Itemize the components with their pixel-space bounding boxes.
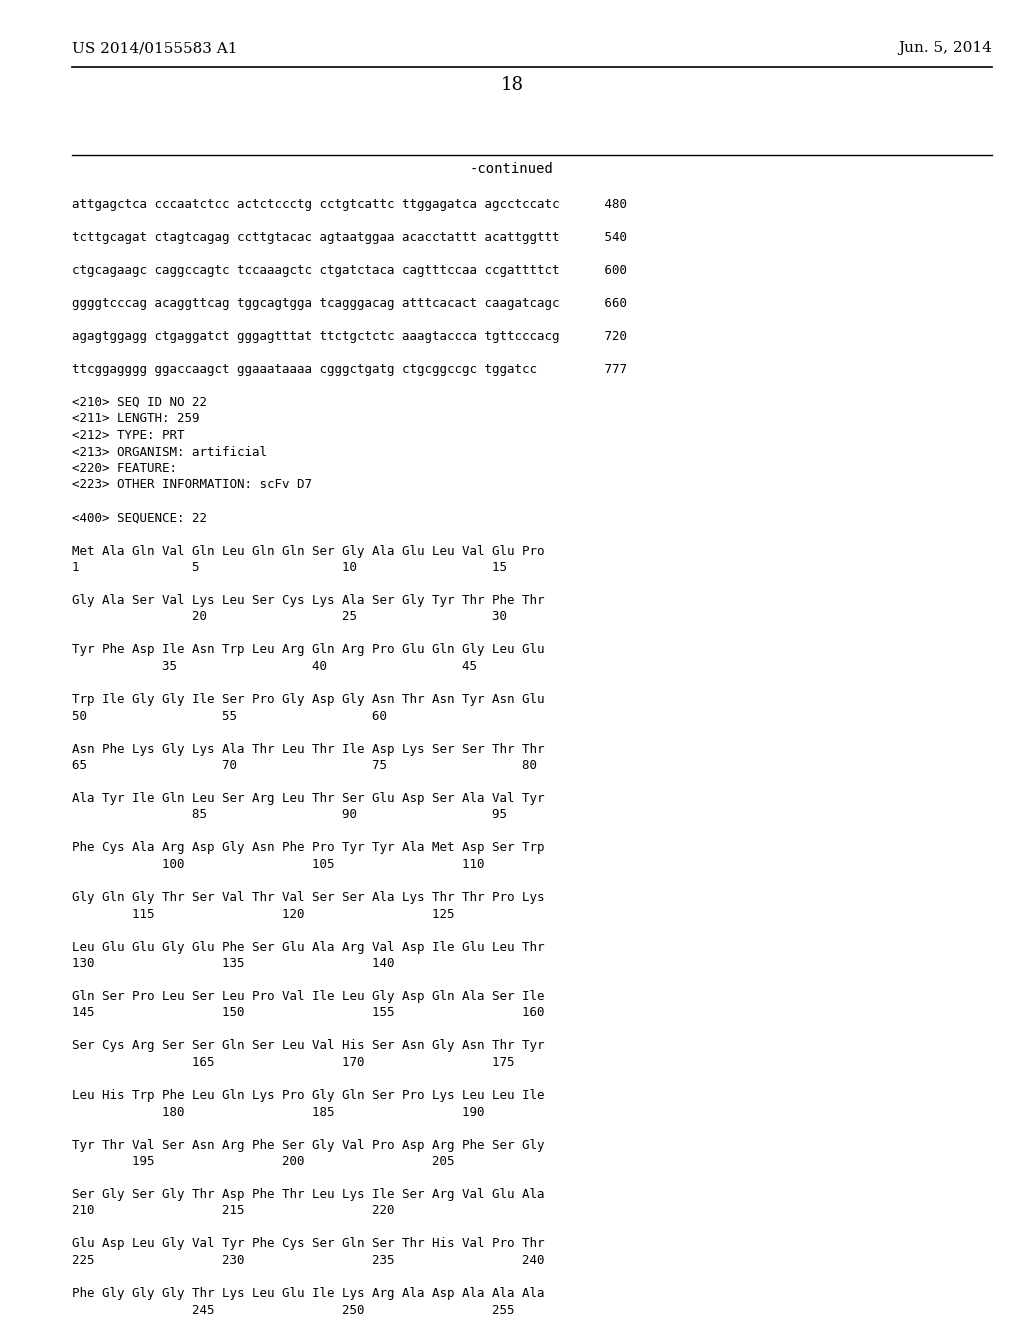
- Text: agagtggagg ctgaggatct gggagtttat ttctgctctc aaagtaccca tgttcccacg      720: agagtggagg ctgaggatct gggagtttat ttctgct…: [72, 330, 627, 343]
- Text: 100                 105                 110: 100 105 110: [72, 858, 484, 871]
- Text: 210                 215                 220: 210 215 220: [72, 1204, 394, 1217]
- Text: ctgcagaagc caggccagtc tccaaagctc ctgatctaca cagtttccaa ccgattttct      600: ctgcagaagc caggccagtc tccaaagctc ctgatct…: [72, 264, 627, 277]
- Text: 1               5                   10                  15: 1 5 10 15: [72, 561, 507, 574]
- Text: Trp Ile Gly Gly Ile Ser Pro Gly Asp Gly Asn Thr Asn Tyr Asn Glu: Trp Ile Gly Gly Ile Ser Pro Gly Asp Gly …: [72, 693, 545, 706]
- Text: <211> LENGTH: 259: <211> LENGTH: 259: [72, 412, 200, 425]
- Text: Phe Cys Ala Arg Asp Gly Asn Phe Pro Tyr Tyr Ala Met Asp Ser Trp: Phe Cys Ala Arg Asp Gly Asn Phe Pro Tyr …: [72, 842, 545, 854]
- Text: 85                  90                  95: 85 90 95: [72, 808, 507, 821]
- Text: attgagctca cccaatctcc actctccctg cctgtcattc ttggagatca agcctccatc      480: attgagctca cccaatctcc actctccctg cctgtca…: [72, 198, 627, 211]
- Text: Gln Ser Pro Leu Ser Leu Pro Val Ile Leu Gly Asp Gln Ala Ser Ile: Gln Ser Pro Leu Ser Leu Pro Val Ile Leu …: [72, 990, 545, 1003]
- Text: Leu His Trp Phe Leu Gln Lys Pro Gly Gln Ser Pro Lys Leu Leu Ile: Leu His Trp Phe Leu Gln Lys Pro Gly Gln …: [72, 1089, 545, 1102]
- Text: Tyr Phe Asp Ile Asn Trp Leu Arg Gln Arg Pro Glu Gln Gly Leu Glu: Tyr Phe Asp Ile Asn Trp Leu Arg Gln Arg …: [72, 644, 545, 656]
- Text: 130                 135                 140: 130 135 140: [72, 957, 394, 970]
- Text: tcttgcagat ctagtcagag ccttgtacac agtaatggaa acacctattt acattggttt      540: tcttgcagat ctagtcagag ccttgtacac agtaatg…: [72, 231, 627, 244]
- Text: <400> SEQUENCE: 22: <400> SEQUENCE: 22: [72, 511, 207, 524]
- Text: Met Ala Gln Val Gln Leu Gln Gln Ser Gly Ala Glu Leu Val Glu Pro: Met Ala Gln Val Gln Leu Gln Gln Ser Gly …: [72, 544, 545, 557]
- Text: Tyr Thr Val Ser Asn Arg Phe Ser Gly Val Pro Asp Arg Phe Ser Gly: Tyr Thr Val Ser Asn Arg Phe Ser Gly Val …: [72, 1138, 545, 1151]
- Text: Phe Gly Gly Gly Thr Lys Leu Glu Ile Lys Arg Ala Asp Ala Ala Ala: Phe Gly Gly Gly Thr Lys Leu Glu Ile Lys …: [72, 1287, 545, 1300]
- Text: 115                 120                 125: 115 120 125: [72, 908, 455, 920]
- Text: 165                 170                 175: 165 170 175: [72, 1056, 514, 1069]
- Text: 225                 230                 235                 240: 225 230 235 240: [72, 1254, 545, 1267]
- Text: Ser Gly Ser Gly Thr Asp Phe Thr Leu Lys Ile Ser Arg Val Glu Ala: Ser Gly Ser Gly Thr Asp Phe Thr Leu Lys …: [72, 1188, 545, 1201]
- Text: Gly Ala Ser Val Lys Leu Ser Cys Lys Ala Ser Gly Tyr Thr Phe Thr: Gly Ala Ser Val Lys Leu Ser Cys Lys Ala …: [72, 594, 545, 607]
- Text: <212> TYPE: PRT: <212> TYPE: PRT: [72, 429, 184, 442]
- Text: 180                 185                 190: 180 185 190: [72, 1106, 484, 1118]
- Text: Glu Asp Leu Gly Val Tyr Phe Cys Ser Gln Ser Thr His Val Pro Thr: Glu Asp Leu Gly Val Tyr Phe Cys Ser Gln …: [72, 1238, 545, 1250]
- Text: 145                 150                 155                 160: 145 150 155 160: [72, 1006, 545, 1019]
- Text: 20                  25                  30: 20 25 30: [72, 610, 507, 623]
- Text: <223> OTHER INFORMATION: scFv D7: <223> OTHER INFORMATION: scFv D7: [72, 479, 312, 491]
- Text: <210> SEQ ID NO 22: <210> SEQ ID NO 22: [72, 396, 207, 409]
- Text: Jun. 5, 2014: Jun. 5, 2014: [898, 41, 992, 55]
- Text: -continued: -continued: [470, 162, 554, 176]
- Text: Ser Cys Arg Ser Ser Gln Ser Leu Val His Ser Asn Gly Asn Thr Tyr: Ser Cys Arg Ser Ser Gln Ser Leu Val His …: [72, 1040, 545, 1052]
- Text: ttcggagggg ggaccaagct ggaaataaaa cgggctgatg ctgcggccgc tggatcc         777: ttcggagggg ggaccaagct ggaaataaaa cgggctg…: [72, 363, 627, 376]
- Text: 245                 250                 255: 245 250 255: [72, 1304, 514, 1316]
- Text: 18: 18: [501, 77, 523, 94]
- Text: ggggtcccag acaggttcag tggcagtgga tcagggacag atttcacact caagatcagc      660: ggggtcccag acaggttcag tggcagtgga tcaggga…: [72, 297, 627, 310]
- Text: <213> ORGANISM: artificial: <213> ORGANISM: artificial: [72, 446, 267, 458]
- Text: 195                 200                 205: 195 200 205: [72, 1155, 455, 1168]
- Text: Leu Glu Glu Gly Glu Phe Ser Glu Ala Arg Val Asp Ile Glu Leu Thr: Leu Glu Glu Gly Glu Phe Ser Glu Ala Arg …: [72, 940, 545, 953]
- Text: US 2014/0155583 A1: US 2014/0155583 A1: [72, 41, 238, 55]
- Text: Asn Phe Lys Gly Lys Ala Thr Leu Thr Ile Asp Lys Ser Ser Thr Thr: Asn Phe Lys Gly Lys Ala Thr Leu Thr Ile …: [72, 742, 545, 755]
- Text: 65                  70                  75                  80: 65 70 75 80: [72, 759, 537, 772]
- Text: <220> FEATURE:: <220> FEATURE:: [72, 462, 177, 475]
- Text: 50                  55                  60: 50 55 60: [72, 710, 387, 722]
- Text: Ala Tyr Ile Gln Leu Ser Arg Leu Thr Ser Glu Asp Ser Ala Val Tyr: Ala Tyr Ile Gln Leu Ser Arg Leu Thr Ser …: [72, 792, 545, 805]
- Text: 35                  40                  45: 35 40 45: [72, 660, 477, 673]
- Text: Gly Gln Gly Thr Ser Val Thr Val Ser Ser Ala Lys Thr Thr Pro Lys: Gly Gln Gly Thr Ser Val Thr Val Ser Ser …: [72, 891, 545, 904]
